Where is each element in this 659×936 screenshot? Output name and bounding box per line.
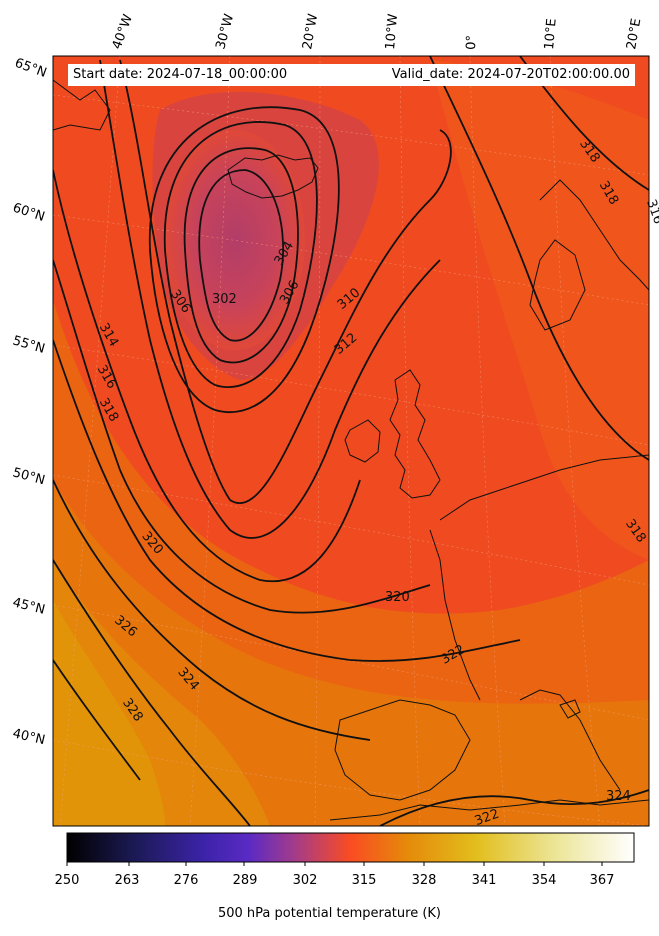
latitude-labels: 65°N 60°N 55°N 50°N 45°N 40°N [11, 56, 49, 749]
latitude-label: 65°N [13, 56, 49, 81]
latitude-label: 60°N [11, 201, 47, 225]
colorbar-tick-label: 289 [233, 873, 258, 888]
latitude-label: 55°N [11, 333, 47, 356]
colorbar-tick-label: 250 [55, 873, 80, 888]
map-frame [52, 55, 650, 827]
coastlines [53, 79, 649, 821]
colorbar-tick-label: 302 [293, 873, 318, 888]
longitude-label: 20°W [300, 13, 321, 51]
colorbar-tick-label: 354 [532, 873, 557, 888]
contour-label: 320 [385, 590, 410, 605]
longitude-label: 40°W [110, 12, 136, 51]
latitude-label: 50°N [11, 465, 47, 488]
temperature-field [53, 56, 649, 826]
colorbar-tick-label: 276 [174, 873, 199, 888]
colorbar [66, 832, 635, 863]
longitude-label: 10°W [383, 13, 401, 50]
colorbar-tick-label: 341 [472, 873, 497, 888]
contour-lines [53, 56, 649, 826]
colorbar-tick-label: 263 [115, 873, 140, 888]
colorbar-tick-label: 315 [352, 873, 377, 888]
longitude-labels: 40°W 30°W 20°W 10°W 0° 10°E 20°E [110, 12, 645, 51]
latitude-label: 45°N [11, 595, 46, 617]
colorbar-tick-label: 328 [412, 873, 437, 888]
longitude-label: 30°W [213, 12, 237, 51]
colorbar-tick-labels: 250 263 276 289 302 315 328 341 354 367 [55, 873, 615, 888]
longitude-label: 20°E [624, 17, 644, 50]
colorbar-ticks [66, 862, 603, 866]
latitude-label: 40°N [11, 726, 46, 748]
valid-date-label: Valid_date: 2024-07-20T02:00:00.00 [368, 64, 635, 86]
start-date-label: Start date: 2024-07-18_00:00:00 [68, 64, 373, 86]
colorbar-tick-label: 367 [590, 873, 615, 888]
colorbar-title: 500 hPa potential temperature (K) [217, 906, 441, 921]
contour-label: 324 [606, 789, 631, 804]
contour-label: 302 [212, 292, 237, 307]
longitude-label: 10°E [542, 18, 560, 50]
longitude-label: 0° [464, 35, 480, 50]
